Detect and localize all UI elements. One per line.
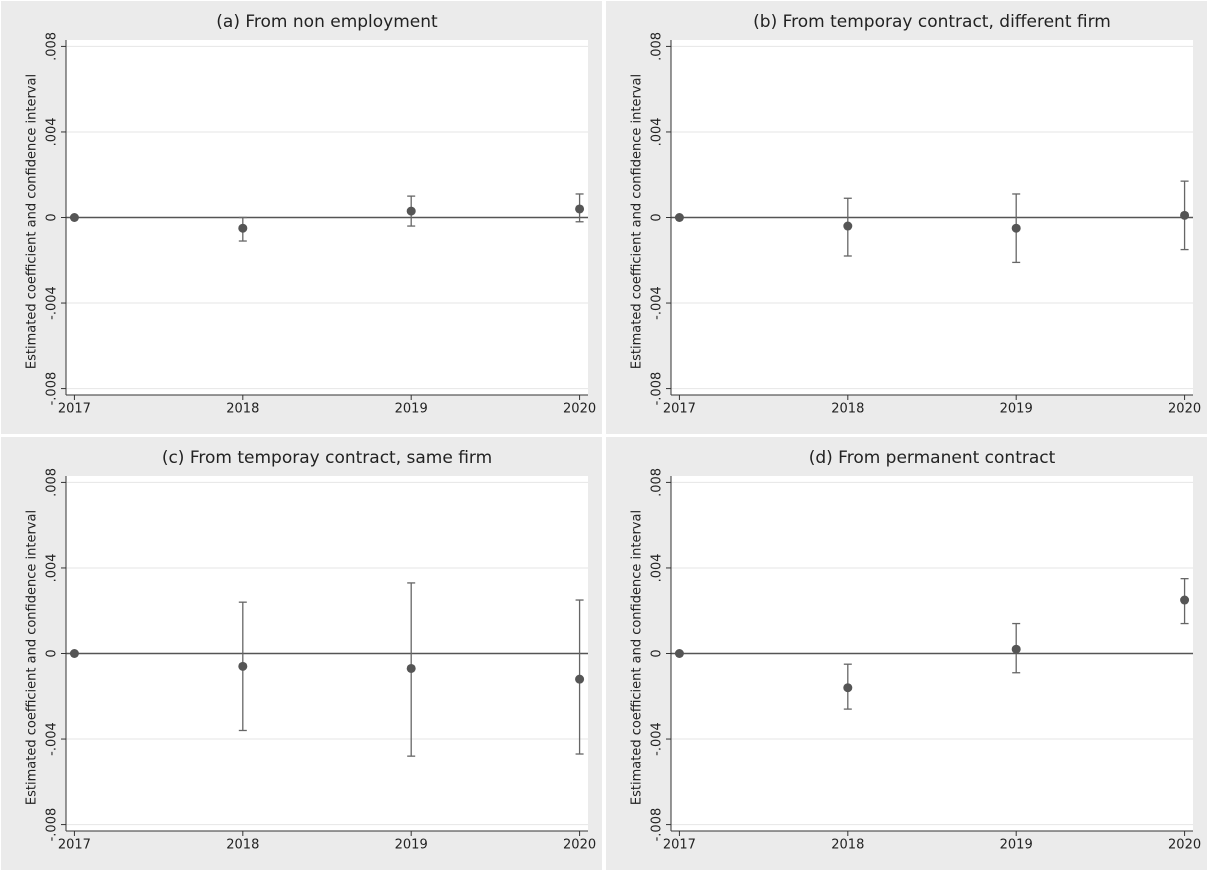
point: [1180, 210, 1190, 220]
panel-title: (b) From temporay contract, different fi…: [753, 12, 1111, 32]
y-tick-label: -.008: [650, 372, 665, 406]
y-tick-label: -.004: [650, 286, 665, 320]
y-tick-label: .008: [45, 468, 60, 497]
x-tick-label: 2018: [226, 402, 259, 417]
y-axis-title: Estimated coefficient and confidence int…: [25, 510, 40, 805]
x-tick-label: 2017: [663, 838, 696, 853]
x-tick-label: 2020: [1168, 838, 1201, 853]
x-tick-label: 2018: [226, 838, 259, 853]
x-tick-label: 2020: [563, 838, 596, 853]
point: [69, 649, 79, 658]
point: [406, 206, 416, 216]
point: [69, 213, 79, 222]
panel-title: (d) From permanent contract: [809, 448, 1056, 468]
y-tick-label: .004: [650, 553, 665, 582]
panel: (b) From temporay contract, different fi…: [606, 1, 1207, 434]
point: [843, 221, 853, 231]
x-tick-label: 2019: [395, 402, 428, 417]
point: [575, 204, 585, 214]
y-tick-label: -.004: [45, 286, 60, 320]
x-tick-label: 2020: [563, 402, 596, 417]
x-tick-label: 2018: [831, 838, 864, 853]
point: [238, 661, 248, 671]
panel: (c) From temporay contract, same firm Est…: [1, 437, 602, 870]
y-tick-label: .004: [45, 117, 60, 146]
x-tick-label: 2017: [58, 402, 91, 417]
point: [238, 223, 248, 233]
y-tick-label: -.008: [45, 372, 60, 406]
point: [406, 663, 416, 673]
x-tick-label: 2019: [395, 838, 428, 853]
y-tick-label: 0: [650, 213, 665, 221]
x-tick-label: 2019: [1000, 838, 1033, 853]
y-axis-title: Estimated coefficient and confidence int…: [630, 510, 645, 805]
y-tick-label: .008: [45, 32, 60, 61]
y-axis-title: Estimated coefficient and confidence int…: [25, 74, 40, 369]
x-tick-label: 2017: [663, 402, 696, 417]
panel: (d) From permanent contract Estimated coe…: [606, 437, 1207, 870]
point: [674, 213, 684, 222]
x-tick-label: 2020: [1168, 402, 1201, 417]
y-tick-label: -.004: [45, 722, 60, 756]
point: [1011, 223, 1021, 233]
y-tick-label: -.008: [650, 808, 665, 842]
y-axis-title: Estimated coefficient and confidence int…: [630, 74, 645, 369]
y-tick-label: .008: [650, 468, 665, 497]
point: [575, 674, 585, 684]
y-tick-label: -.004: [650, 722, 665, 756]
point: [843, 683, 853, 693]
point: [674, 649, 684, 658]
x-tick-label: 2017: [58, 838, 91, 853]
y-tick-label: .004: [45, 553, 60, 582]
point: [1180, 595, 1190, 605]
y-tick-label: 0: [45, 213, 60, 221]
x-tick-label: 2018: [831, 402, 864, 417]
panel: (a) From non employment Estimated coeffic…: [1, 1, 602, 434]
panel-title: (c) From temporay contract, same firm: [162, 448, 492, 468]
y-tick-label: .004: [650, 117, 665, 146]
y-tick-label: .008: [650, 32, 665, 61]
point: [1011, 644, 1021, 654]
x-tick-label: 2019: [1000, 402, 1033, 417]
y-tick-label: -.008: [45, 808, 60, 842]
panel-title: (a) From non employment: [216, 12, 438, 32]
y-tick-label: 0: [45, 649, 60, 657]
y-tick-label: 0: [650, 649, 665, 657]
